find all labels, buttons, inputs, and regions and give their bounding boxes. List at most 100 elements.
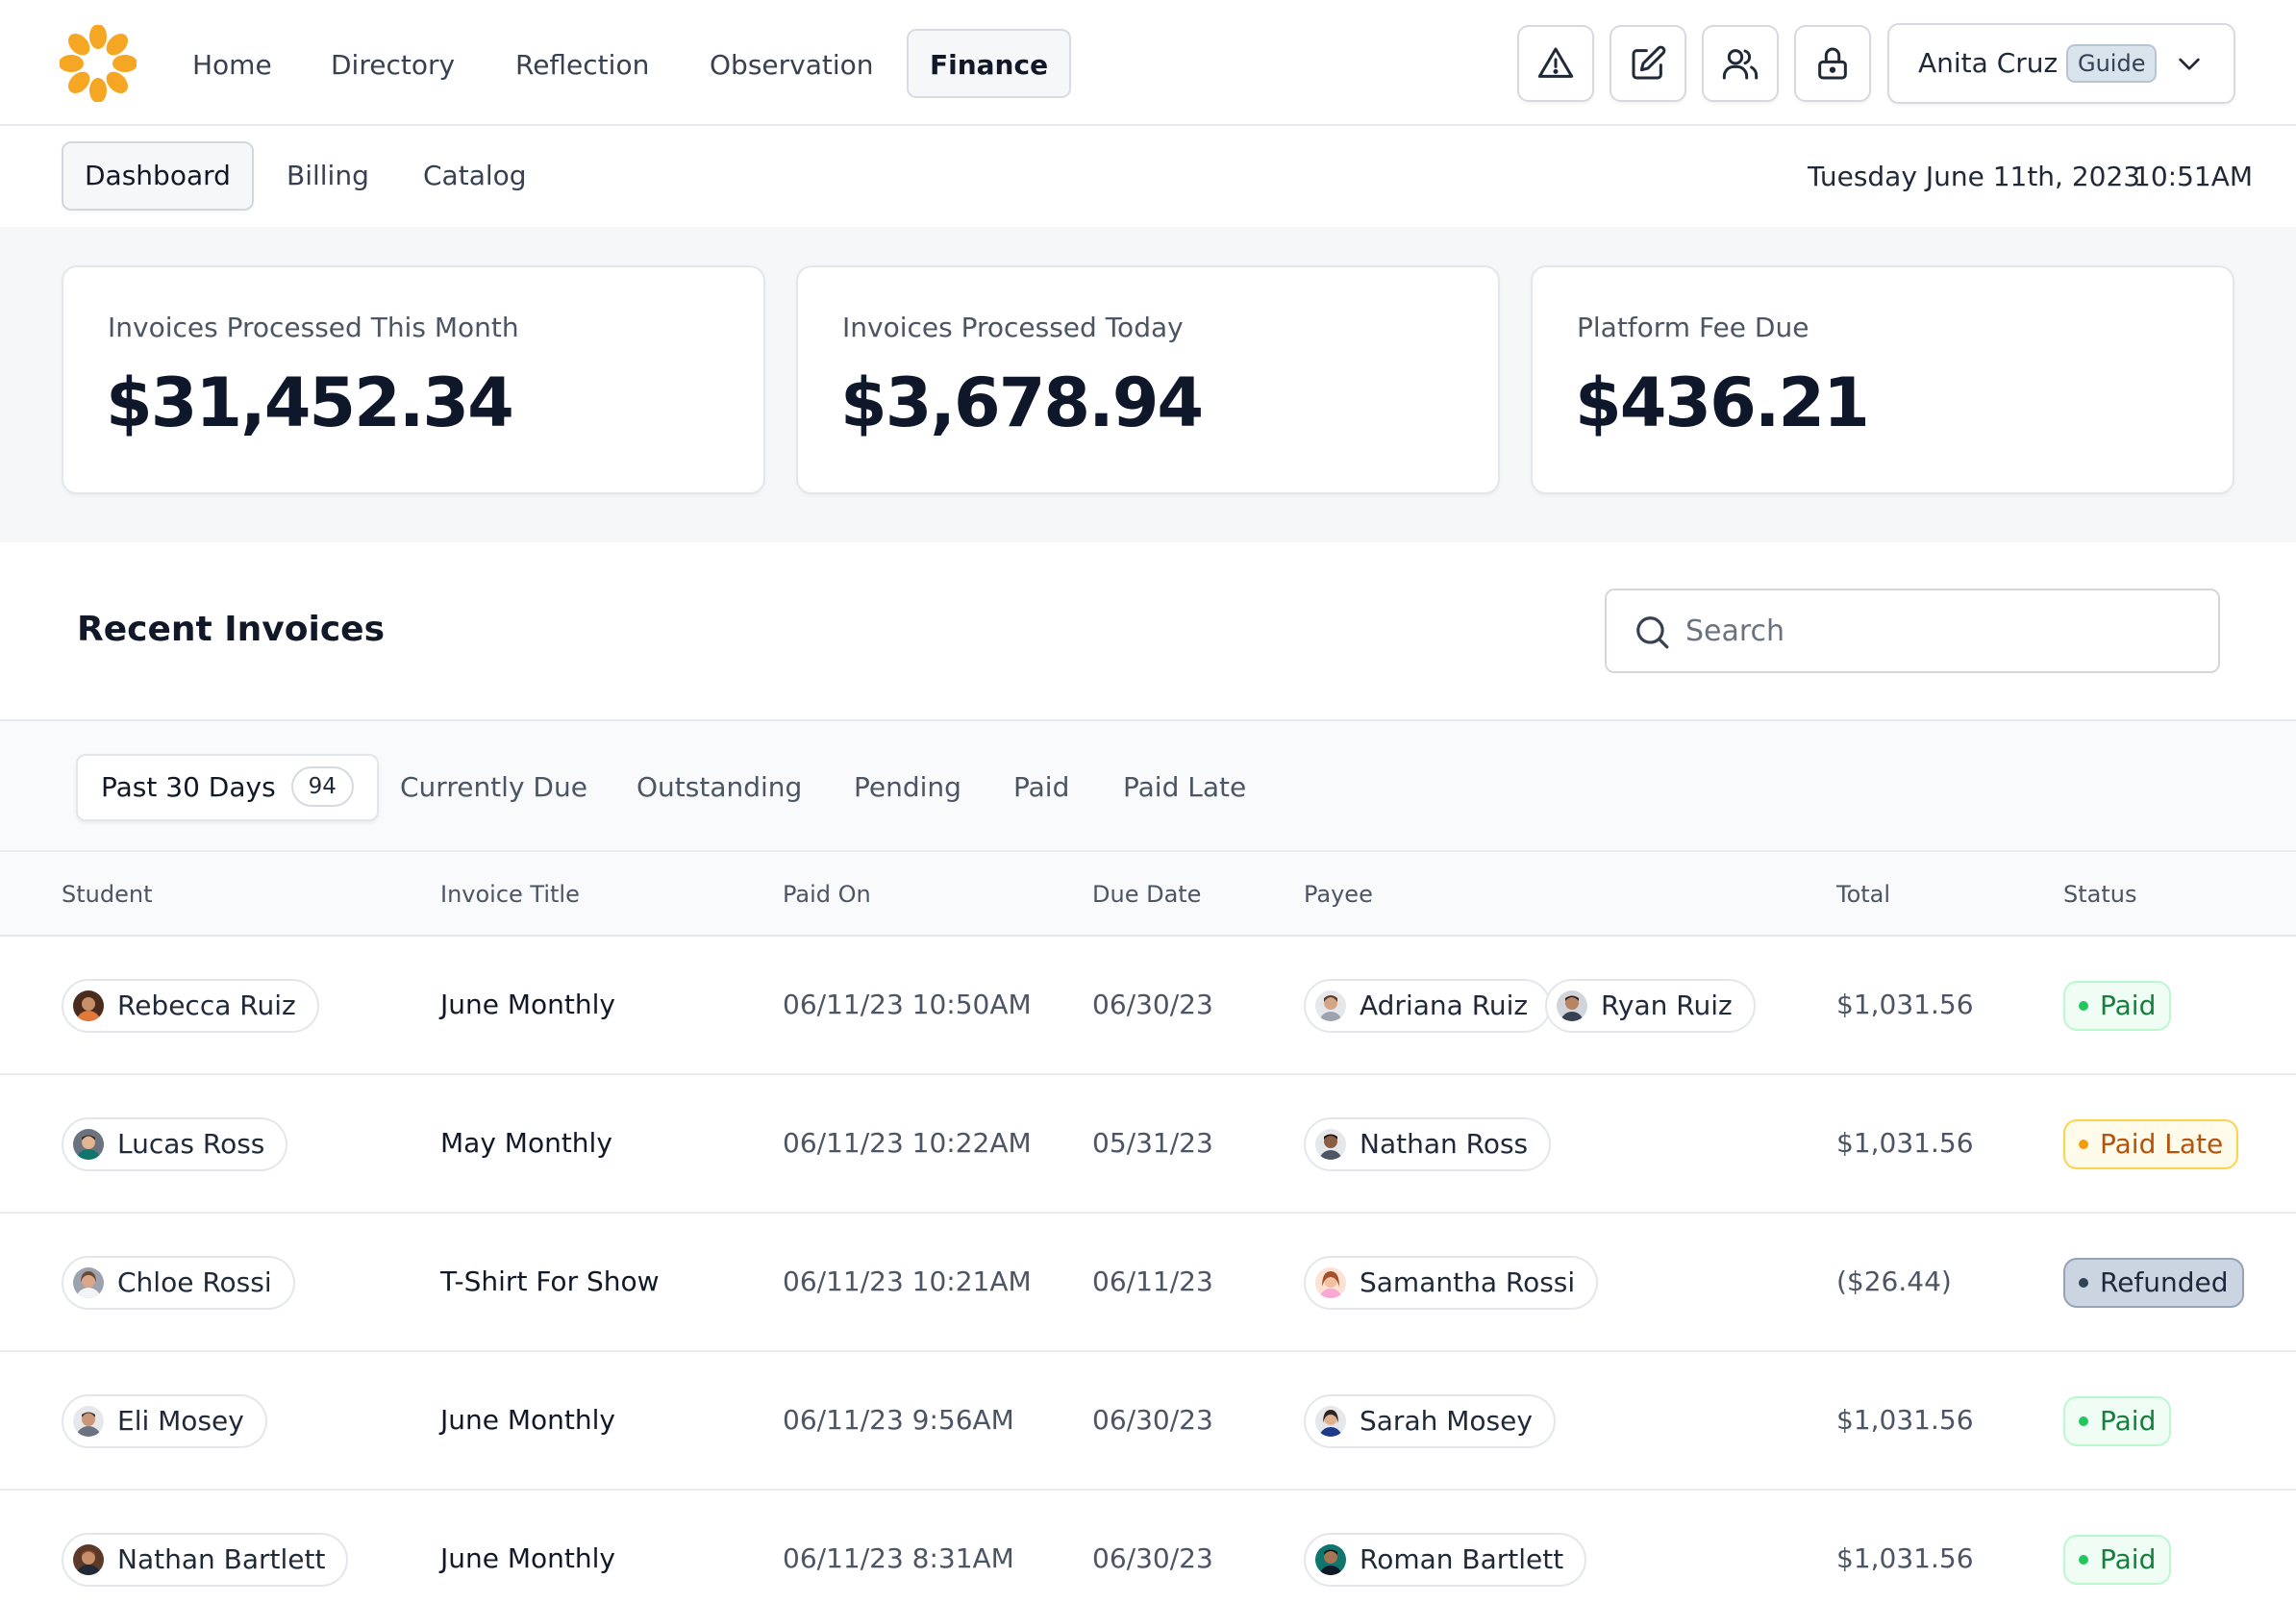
tab-dashboard[interactable]: Dashboard (62, 141, 254, 211)
role-badge: Guide (2066, 44, 2158, 83)
stat-label: Invoices Processed This Month (108, 312, 519, 343)
stat-label: Platform Fee Due (1577, 312, 1809, 343)
paid-on: 06/11/23 8:31AM (783, 1542, 1014, 1574)
current-time: 10:51AM (2134, 161, 2254, 192)
alert-triangle-icon (1537, 47, 1574, 78)
student-chip[interactable]: Chloe Rossi (62, 1256, 295, 1310)
chevron-down-icon (2179, 58, 2200, 70)
payee-name: Ryan Ruiz (1601, 990, 1733, 1021)
payee-chip[interactable]: Nathan Ross (1304, 1117, 1552, 1171)
search-input[interactable] (1685, 604, 2195, 658)
nav-finance[interactable]: Finance (907, 29, 1072, 98)
student-chip[interactable]: Eli Mosey (62, 1394, 267, 1448)
avatar (73, 990, 104, 1021)
payee-chip[interactable]: Roman Bartlett (1304, 1533, 1587, 1587)
due-date: 06/30/23 (1092, 1404, 1213, 1436)
section-title: Recent Invoices (77, 610, 386, 649)
payee-name: Nathan Ross (1360, 1128, 1529, 1160)
lock-button[interactable] (1794, 25, 1871, 102)
tab-past-30-days[interactable]: Past 30 Days 94 (76, 754, 379, 821)
status-label: Paid Late (2100, 1128, 2224, 1160)
avatar (73, 1129, 104, 1160)
tab-currently-due[interactable]: Currently Due (400, 771, 587, 803)
nav-reflection[interactable]: Reflection (515, 49, 650, 81)
tab-paid-late[interactable]: Paid Late (1123, 771, 1247, 803)
lock-icon (1818, 47, 1847, 80)
sunflower-logo-icon[interactable] (59, 24, 137, 103)
table-row[interactable]: Eli Mosey June Monthly 06/11/23 9:56AM 0… (0, 1352, 2296, 1491)
status-dot (2079, 1001, 2088, 1011)
paid-on: 06/11/23 10:21AM (783, 1266, 1032, 1297)
tab-catalog[interactable]: Catalog (423, 160, 527, 191)
status-badge: Paid Late (2063, 1119, 2239, 1169)
status-badge: Refunded (2063, 1258, 2244, 1308)
invoice-title: June Monthly (440, 989, 615, 1020)
tab-pending[interactable]: Pending (854, 771, 961, 803)
status-dot (2079, 1278, 2088, 1288)
tab-paid[interactable]: Paid (1013, 771, 1070, 803)
invoice-total: ($26.44) (1836, 1266, 1952, 1297)
column-header-paid-on[interactable]: Paid On (783, 881, 871, 908)
table-row[interactable]: Chloe Rossi T-Shirt For Show 06/11/23 10… (0, 1214, 2296, 1352)
column-header-payee[interactable]: Payee (1304, 881, 1373, 908)
nav-observation[interactable]: Observation (710, 49, 874, 81)
nav-home[interactable]: Home (192, 49, 272, 81)
payee-chip[interactable]: Sarah Mosey (1304, 1394, 1556, 1448)
avatar (1315, 990, 1346, 1021)
student-name: Chloe Rossi (117, 1266, 272, 1298)
student-chip[interactable]: Nathan Bartlett (62, 1533, 349, 1587)
invoice-title: June Monthly (440, 1404, 615, 1436)
user-name: Anita Cruz (1918, 47, 2059, 79)
payee-name: Sarah Mosey (1360, 1405, 1533, 1437)
status-badge: Paid (2063, 981, 2172, 1031)
payee-chip[interactable]: Ryan Ruiz (1545, 979, 1756, 1033)
paid-on: 06/11/23 10:50AM (783, 989, 1032, 1020)
table-row[interactable]: Lucas Ross May Monthly 06/11/23 10:22AM … (0, 1075, 2296, 1214)
student-chip[interactable]: Lucas Ross (62, 1117, 288, 1171)
avatar (1315, 1267, 1346, 1298)
status-dot (2079, 1140, 2088, 1149)
due-date: 06/30/23 (1092, 989, 1213, 1020)
stat-value: $31,452.34 (106, 363, 514, 442)
stat-card-platform-fee: Platform Fee Due $436.21 (1531, 265, 2234, 494)
table-row[interactable]: Nathan Bartlett June Monthly 06/11/23 8:… (0, 1491, 2296, 1604)
edit-icon (1632, 45, 1666, 80)
avatar (73, 1267, 104, 1298)
payee-name: Adriana Ruiz (1360, 990, 1529, 1021)
student-chip[interactable]: Rebecca Ruiz (62, 979, 319, 1033)
column-header-total[interactable]: Total (1836, 881, 1891, 908)
user-menu-button[interactable]: Anita Cruz Guide (1887, 23, 2235, 104)
alerts-button[interactable] (1517, 25, 1594, 102)
invoice-total: $1,031.56 (1836, 1542, 1974, 1574)
stat-value: $436.21 (1575, 363, 1870, 442)
invoice-total: $1,031.56 (1836, 989, 1974, 1020)
compose-button[interactable] (1610, 25, 1686, 102)
due-date: 05/31/23 (1092, 1127, 1213, 1159)
stat-value: $3,678.94 (840, 363, 1204, 442)
column-header-student[interactable]: Student (62, 881, 153, 908)
payee-name: Roman Bartlett (1360, 1543, 1564, 1575)
nav-directory[interactable]: Directory (331, 49, 456, 81)
table-row[interactable]: Rebecca Ruiz June Monthly 06/11/23 10:50… (0, 937, 2296, 1075)
stat-label: Invoices Processed Today (842, 312, 1184, 343)
column-header-invoice-title[interactable]: Invoice Title (440, 881, 580, 908)
invoice-total: $1,031.56 (1836, 1127, 1974, 1159)
table-header: Student Invoice Title Paid On Due Date P… (0, 852, 2296, 937)
avatar (1557, 990, 1587, 1021)
invoice-title: May Monthly (440, 1127, 612, 1159)
status-dot (2079, 1416, 2088, 1426)
column-header-due-date[interactable]: Due Date (1092, 881, 1202, 908)
payee-name: Samantha Rossi (1360, 1266, 1576, 1298)
tab-billing[interactable]: Billing (287, 160, 369, 191)
top-navigation-bar: Home Directory Reflection Observation Fi… (0, 0, 2296, 126)
due-date: 06/11/23 (1092, 1266, 1213, 1297)
tab-outstanding[interactable]: Outstanding (636, 771, 803, 803)
stat-card-month: Invoices Processed This Month $31,452.34 (62, 265, 765, 494)
people-button[interactable] (1702, 25, 1779, 102)
student-name: Lucas Ross (117, 1128, 265, 1160)
paid-on: 06/11/23 9:56AM (783, 1404, 1014, 1436)
invoice-title: June Monthly (440, 1542, 615, 1574)
payee-chip[interactable]: Samantha Rossi (1304, 1256, 1599, 1310)
column-header-status[interactable]: Status (2063, 881, 2137, 908)
payee-chip[interactable]: Adriana Ruiz (1304, 979, 1552, 1033)
